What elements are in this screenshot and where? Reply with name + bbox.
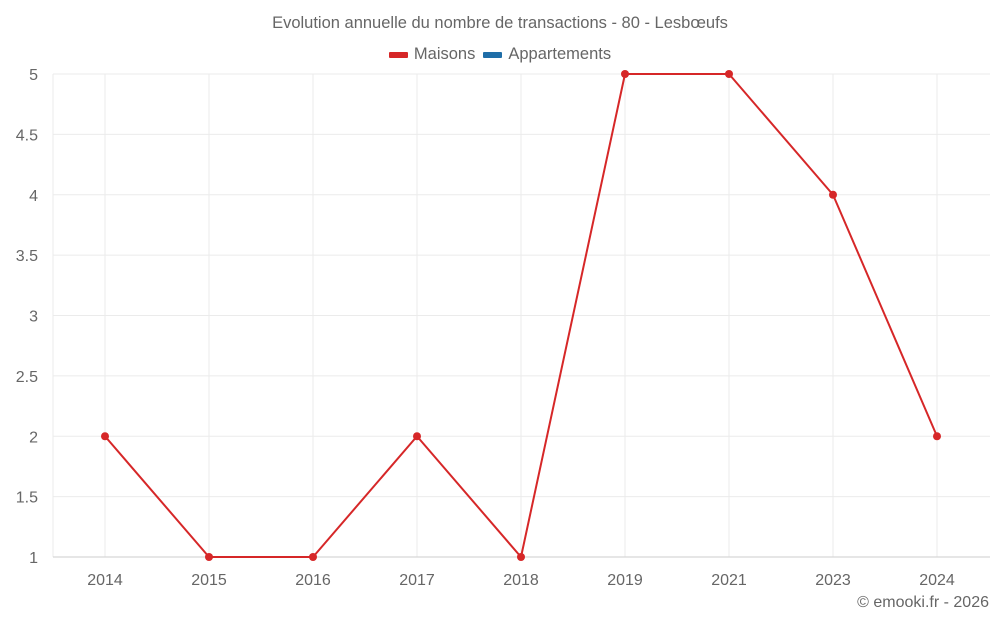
- data-point[interactable]: [517, 553, 525, 561]
- data-point[interactable]: [725, 70, 733, 78]
- legend-swatch-appartements-icon: [483, 51, 503, 58]
- y-tick-label: 3.5: [16, 248, 38, 265]
- legend-item-maisons[interactable]: Maisons: [388, 45, 476, 64]
- y-axis: 1 1.5 2 2.5 3 3.5 4 4.5 5: [16, 67, 38, 567]
- y-tick-label: 4: [29, 188, 38, 205]
- legend-swatch-maisons-icon: [388, 51, 408, 58]
- y-tick-label: 5: [29, 67, 38, 84]
- x-tick-label: 2016: [295, 572, 331, 589]
- chart-title: Evolution annuelle du nombre de transact…: [272, 14, 728, 32]
- x-tick-label: 2024: [919, 572, 955, 589]
- data-point[interactable]: [933, 432, 941, 441]
- grid-lines: [52, 73, 990, 557]
- series-maisons: [101, 70, 941, 561]
- y-tick-label: 1.5: [16, 490, 38, 507]
- data-point[interactable]: [205, 553, 213, 561]
- y-tick-label: 2: [29, 429, 38, 446]
- data-point[interactable]: [101, 432, 109, 441]
- x-tick-label: 2021: [711, 572, 747, 589]
- data-point[interactable]: [309, 553, 317, 561]
- x-tick-label: 2019: [607, 572, 643, 589]
- x-tick-label: 2017: [399, 572, 435, 589]
- x-axis: 2014 2015 2016 2017 2018 2019 2021 2023 2024: [53, 556, 990, 589]
- y-tick-label: 2.5: [16, 369, 38, 386]
- legend-item-appartements[interactable]: Appartements: [483, 45, 611, 64]
- data-point[interactable]: [829, 190, 837, 199]
- chart-legend: Maisons Appartements: [0, 45, 1000, 64]
- y-tick-label: 3: [29, 309, 38, 326]
- x-tick-label: 2023: [815, 572, 851, 589]
- x-tick-label: 2018: [503, 572, 539, 589]
- x-tick-label: 2014: [87, 572, 123, 589]
- legend-label-appartements: Appartements: [508, 45, 612, 63]
- y-tick-label: 4.5: [16, 127, 38, 144]
- data-point[interactable]: [621, 70, 629, 78]
- data-point[interactable]: [413, 432, 421, 441]
- legend-label-maisons: Maisons: [413, 45, 476, 63]
- y-tick-label: 1: [29, 550, 38, 567]
- watermark: © emooki.fr - 2026: [857, 594, 989, 611]
- x-tick-label: 2015: [191, 572, 227, 589]
